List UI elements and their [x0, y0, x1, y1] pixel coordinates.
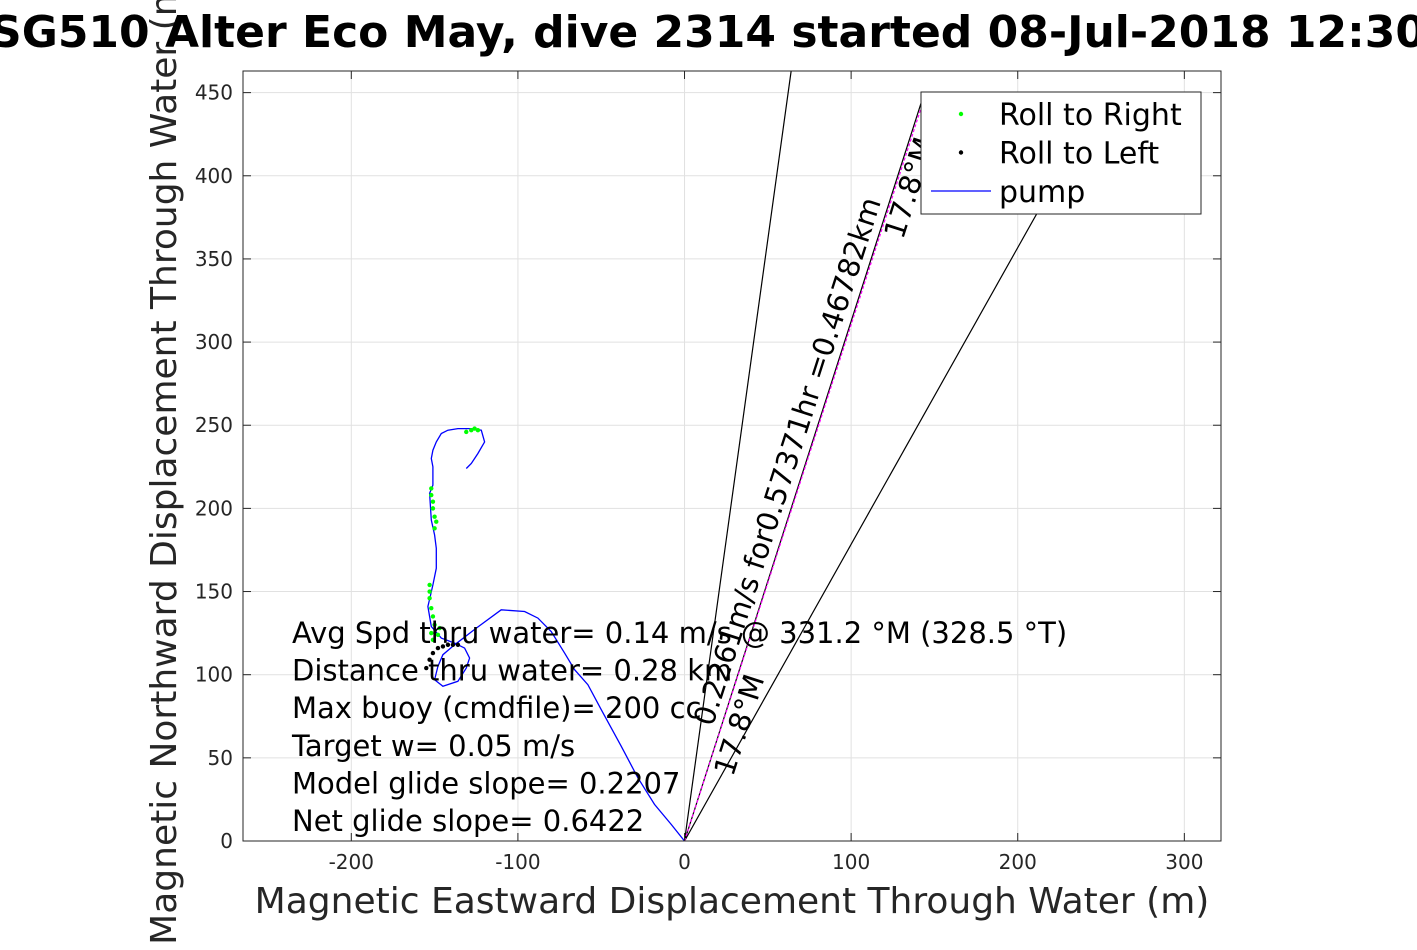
- roll-right-point: [430, 506, 436, 511]
- annotation-line: Distance thru water= 0.28 km: [292, 654, 732, 688]
- y-axis-label: Magnetic Northward Displacement Through …: [144, 0, 185, 945]
- y-tick-label: 350: [195, 247, 233, 271]
- annotation-line: Target w= 0.05 m/s: [291, 729, 575, 763]
- x-tick-label: -100: [495, 850, 540, 874]
- roll-right-point: [469, 428, 474, 433]
- y-tick-label: 200: [195, 496, 233, 520]
- roll-right-point: [432, 526, 437, 531]
- annotation-line: Avg Spd thru water= 0.14 m/s @ 331.2 °M …: [292, 616, 1067, 650]
- y-tick-label: 0: [220, 829, 233, 853]
- roll-right-point: [437, 625, 442, 631]
- plot-border: [242, 70, 1222, 842]
- roll-right-point: [427, 582, 432, 588]
- roll-left-point: [435, 645, 441, 651]
- roll-right-point: [429, 605, 434, 611]
- roll-right-point: [430, 499, 436, 504]
- roll-left-point: [450, 642, 456, 647]
- annotation-line: Model glide slope= 0.2207: [292, 766, 680, 800]
- x-tick-label: 0: [678, 850, 691, 874]
- roll-left-point: [455, 642, 461, 647]
- roll-left-point: [427, 657, 432, 662]
- roll-right-point: [427, 589, 432, 594]
- legend-label: Roll to Right: [999, 98, 1182, 133]
- x-tick-label: 300: [1165, 850, 1203, 874]
- roll-right-point: [430, 614, 436, 619]
- legend-label: pump: [999, 175, 1085, 210]
- x-tick-label: 200: [999, 850, 1037, 874]
- x-axis-label: Magnetic Eastward Displacement Through W…: [255, 881, 1210, 922]
- roll-left-point: [445, 642, 451, 647]
- y-tick-label: 250: [195, 413, 233, 437]
- annotation-line: Max buoy (cmdfile)= 200 cc: [292, 691, 701, 725]
- roll-left-point: [424, 665, 429, 671]
- y-tick-label: 100: [195, 663, 233, 687]
- roll-right-point: [435, 632, 441, 637]
- legend-box: [920, 91, 1202, 215]
- roll-right-point: [472, 426, 477, 431]
- annotation-line: Net glide slope= 0.6422: [292, 804, 644, 838]
- roll-right-point: [429, 492, 434, 498]
- roll-right-point: [429, 486, 434, 491]
- x-tick-label: 100: [832, 850, 870, 874]
- plot-data-group: [424, 71, 1040, 841]
- roll-right-point: [434, 519, 439, 524]
- roll-right-point: [475, 428, 481, 433]
- roll-right-point: [432, 514, 437, 519]
- roll-left-point: [430, 650, 436, 656]
- y-tick-label: 50: [208, 746, 233, 770]
- roll-right-point: [464, 429, 469, 435]
- legend-marker: [958, 111, 964, 117]
- roll-right-point: [430, 637, 436, 642]
- roll-right-point: [429, 630, 434, 636]
- roll-right-point: [432, 622, 437, 628]
- legend-label: Roll to Left: [999, 137, 1159, 172]
- roll-right-point: [427, 595, 432, 601]
- y-tick-label: 450: [195, 81, 233, 105]
- series-pump-line: [427, 427, 686, 841]
- y-tick-label: 150: [195, 580, 233, 604]
- x-tick-label: -200: [329, 850, 374, 874]
- roll-left-point: [440, 644, 446, 649]
- y-tick-label: 400: [195, 164, 233, 188]
- reference-line-3: [683, 208, 1040, 841]
- reference-line-4: [683, 97, 926, 841]
- legend-marker: [958, 150, 964, 155]
- y-tick-label: 300: [195, 330, 233, 354]
- chart-title: SG510 Alter Eco May, dive 2314 started 0…: [0, 7, 1417, 58]
- reference-line-2: [683, 71, 792, 841]
